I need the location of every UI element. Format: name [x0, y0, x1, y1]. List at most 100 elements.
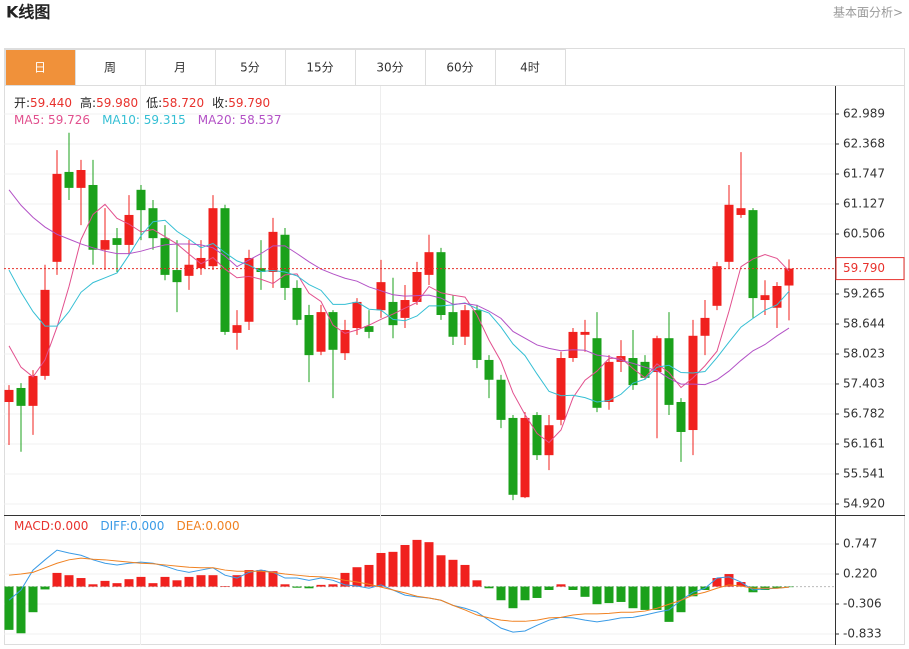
tab[interactable] — [495, 49, 566, 86]
macd-bar — [532, 586, 542, 598]
candle-body — [424, 252, 434, 275]
candle-body — [472, 310, 482, 360]
ohlc-info: 开:59.440 高:59.980 低:58.720 收:59.790 — [14, 95, 270, 110]
candle-body — [88, 184, 98, 250]
candle-body — [412, 271, 422, 302]
tab[interactable] — [425, 49, 496, 86]
candle-body — [712, 266, 722, 306]
tab[interactable] — [75, 49, 146, 86]
candle-body — [604, 361, 614, 402]
macd-bar — [280, 584, 290, 587]
ohlc-value: 59.440 — [30, 96, 72, 110]
y-tick-label: -0.833 — [843, 627, 882, 641]
legend-value: :0.000 — [126, 519, 164, 533]
macd-bar — [136, 576, 146, 587]
tab-label[interactable]: 60分 — [446, 61, 473, 75]
legend: MACD:0.000 DIFF:0.000 DEA:0.000 — [14, 519, 240, 533]
candle-body — [724, 204, 734, 262]
y-tick-label: 58.644 — [843, 316, 885, 330]
candle-body — [400, 300, 410, 318]
candle-body — [760, 295, 770, 301]
ohlc-label: 开: — [14, 96, 30, 110]
macd-bar — [604, 586, 614, 604]
line-ma20 — [8, 189, 790, 386]
candle-body — [28, 375, 38, 406]
macd-bar — [328, 584, 338, 587]
macd-bar — [400, 545, 410, 587]
macd-bar — [304, 586, 314, 589]
candle-body — [556, 358, 566, 420]
macd-bar — [160, 576, 170, 587]
candle-body — [700, 317, 710, 336]
macd-bar — [448, 559, 458, 587]
candle-body — [364, 326, 374, 332]
candle-body — [784, 268, 794, 286]
tab[interactable] — [145, 49, 216, 86]
macd-bar — [736, 582, 746, 587]
tab-label[interactable]: 30分 — [376, 61, 403, 75]
candle-body — [676, 401, 686, 432]
macd-bar — [172, 580, 182, 587]
ohlc-label: 高: — [80, 95, 96, 110]
candle-body — [616, 356, 626, 362]
candle-body — [544, 425, 554, 456]
macd-bar — [520, 586, 530, 601]
candle-body — [688, 335, 698, 431]
y-tick-label: 62.368 — [843, 136, 885, 150]
macd-bar — [640, 586, 650, 610]
tab-label[interactable]: 4时 — [520, 61, 540, 75]
macd-bar — [340, 572, 350, 587]
y-tick-label: 60.506 — [843, 226, 885, 240]
macd-bar — [64, 575, 74, 587]
macd-bar — [148, 583, 158, 587]
y-tick-label: 58.023 — [843, 347, 885, 361]
candle-body — [304, 314, 314, 356]
y-tick-label: 62.989 — [843, 106, 885, 120]
ohlc-value: 59.980 — [96, 96, 138, 110]
legend-name: MACD — [14, 519, 50, 533]
macd-bar — [592, 586, 602, 605]
candle-body — [772, 286, 782, 308]
macd-bar — [496, 586, 506, 601]
legend-value: :0.000 — [201, 519, 239, 533]
tab[interactable] — [285, 49, 356, 86]
tab-label[interactable]: 5分 — [240, 61, 260, 75]
fundamental-link[interactable]: 基本面分析> — [833, 6, 903, 20]
macd-bar — [460, 564, 470, 587]
candle-body — [508, 417, 518, 495]
tab-label[interactable]: 15分 — [306, 61, 333, 75]
candle-body — [748, 210, 758, 299]
tab-label[interactable]: 周 — [104, 61, 116, 75]
candle-body — [628, 358, 638, 386]
y-tick-label: 0.220 — [843, 567, 877, 581]
macd-bar — [580, 586, 590, 597]
macd-bar — [256, 570, 266, 587]
macd-bar — [244, 570, 254, 587]
macd-bar — [268, 571, 278, 587]
ohlc-label: 低: — [146, 96, 162, 110]
macd-bar — [112, 583, 122, 587]
candle-body — [124, 214, 134, 245]
ohlc-value: 58.720 — [162, 96, 204, 110]
macd-bar — [184, 576, 194, 587]
y-tick-label: 56.161 — [843, 436, 885, 450]
candle-body — [220, 208, 230, 332]
macd-bar — [508, 586, 518, 609]
macd-bar — [232, 575, 242, 587]
tab-label[interactable]: 日 — [34, 61, 46, 75]
line-dea — [8, 557, 790, 622]
tab-label[interactable]: 月 — [174, 61, 186, 75]
macd-bar — [100, 580, 110, 587]
candle-body — [664, 338, 674, 405]
candle-body — [76, 170, 86, 188]
candle-body — [160, 238, 170, 275]
candle-body — [316, 312, 326, 352]
macd-bar — [424, 542, 434, 587]
macd-bar — [676, 586, 686, 613]
macd-bar — [28, 586, 38, 613]
y-tick-label: -0.306 — [843, 597, 882, 611]
macd-bar — [40, 586, 50, 590]
tab[interactable] — [5, 49, 76, 86]
